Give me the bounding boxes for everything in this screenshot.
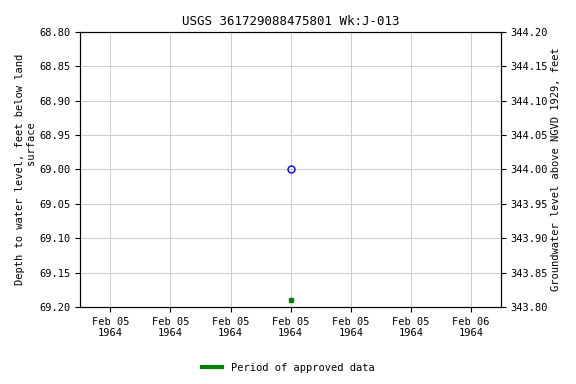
Y-axis label: Groundwater level above NGVD 1929, feet: Groundwater level above NGVD 1929, feet	[551, 48, 561, 291]
Y-axis label: Depth to water level, feet below land
        surface: Depth to water level, feet below land su…	[15, 54, 37, 285]
Title: USGS 361729088475801 Wk:J-013: USGS 361729088475801 Wk:J-013	[182, 15, 399, 28]
Legend: Period of approved data: Period of approved data	[198, 359, 378, 377]
